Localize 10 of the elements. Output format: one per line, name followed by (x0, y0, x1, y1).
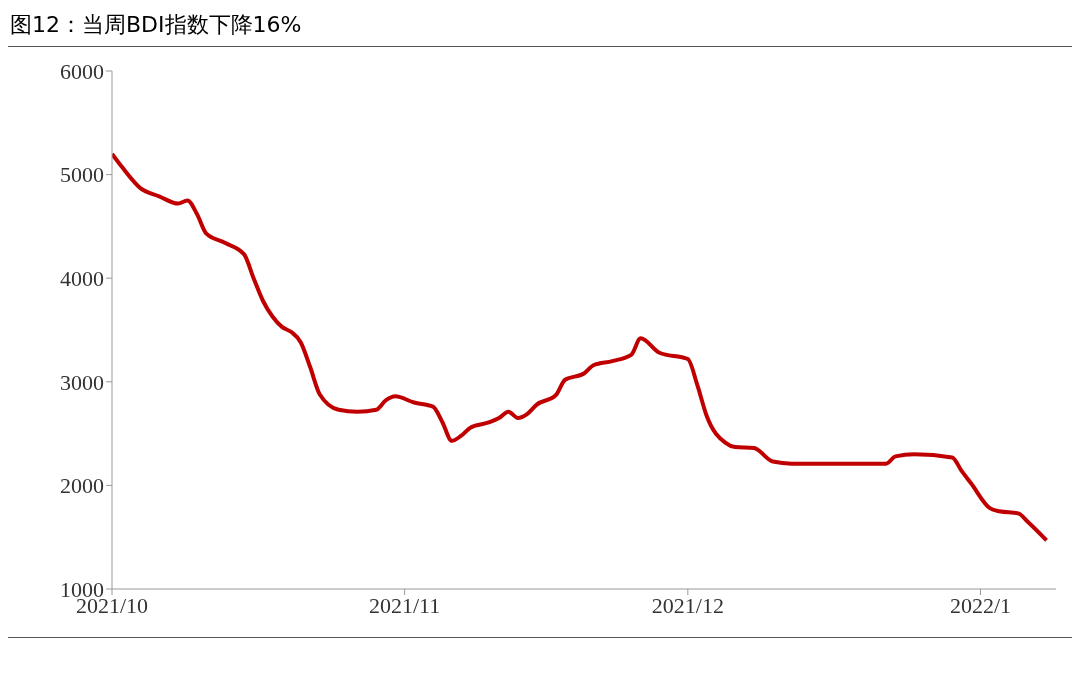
y-tick-label: 5000 (60, 162, 104, 188)
x-tick-label: 2022/1 (949, 592, 1012, 618)
chart-title: 图12：当周BDI指数下降16% (8, 8, 1072, 47)
y-tick-label: 3000 (60, 369, 104, 395)
line-series (112, 151, 1049, 543)
y-tick-label: 4000 (60, 266, 104, 292)
y-tick-label: 2000 (60, 473, 104, 499)
x-tick-label: 2021/11 (368, 592, 441, 618)
x-tick-label: 2021/12 (651, 592, 724, 618)
y-tick-label: 6000 (60, 58, 104, 84)
